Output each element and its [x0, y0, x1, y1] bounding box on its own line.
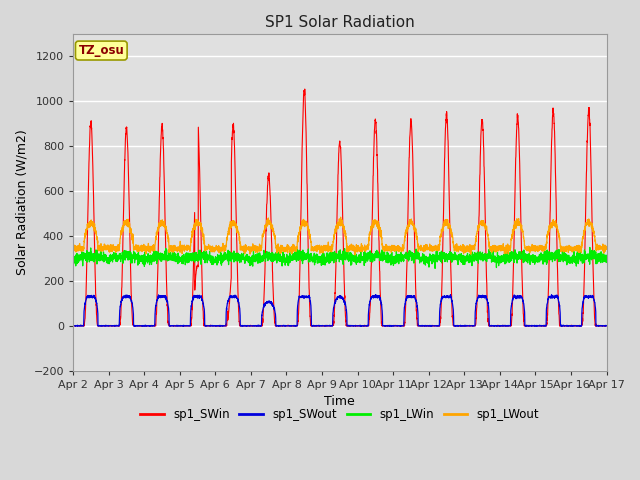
sp1_LWout: [603, 247, 611, 252]
X-axis label: Time: Time: [324, 396, 355, 408]
sp1_SWin: [603, 323, 611, 329]
Y-axis label: Solar Radiation (W/m2): Solar Radiation (W/m2): [15, 130, 28, 275]
sp1_SWin: [218, 323, 226, 329]
sp1_SWin: [392, 323, 400, 329]
Title: SP1 Solar Radiation: SP1 Solar Radiation: [265, 15, 415, 30]
sp1_LWout: [351, 252, 359, 258]
sp1_SWout: [602, 323, 610, 329]
Line: sp1_LWout: sp1_LWout: [73, 217, 607, 255]
sp1_SWin: [184, 323, 191, 329]
sp1_LWin: [431, 265, 439, 271]
sp1_SWin: [603, 323, 611, 328]
sp1_SWin: [69, 323, 77, 329]
sp1_SWout: [552, 293, 560, 299]
sp1_SWout: [372, 292, 380, 298]
sp1_LWin: [603, 256, 611, 262]
sp1_SWout: [218, 323, 226, 329]
sp1_LWin: [392, 255, 399, 261]
sp1_LWin: [401, 251, 409, 257]
Line: sp1_LWin: sp1_LWin: [73, 247, 607, 268]
sp1_SWout: [392, 323, 399, 329]
Text: TZ_osu: TZ_osu: [79, 44, 124, 57]
sp1_LWout: [218, 244, 226, 250]
sp1_LWin: [184, 255, 191, 261]
sp1_LWin: [586, 244, 594, 250]
sp1_SWout: [69, 323, 77, 329]
sp1_SWin: [69, 323, 77, 329]
sp1_LWout: [401, 232, 409, 238]
sp1_SWin: [401, 311, 409, 317]
Line: sp1_SWout: sp1_SWout: [73, 295, 607, 326]
sp1_SWout: [603, 323, 611, 329]
sp1_LWin: [218, 260, 226, 265]
sp1_LWout: [69, 243, 77, 249]
Line: sp1_SWin: sp1_SWin: [73, 89, 607, 326]
Legend: sp1_SWin, sp1_SWout, sp1_LWin, sp1_LWout: sp1_SWin, sp1_SWout, sp1_LWin, sp1_LWout: [136, 403, 544, 425]
sp1_SWin: [301, 86, 308, 92]
sp1_SWout: [401, 301, 409, 307]
sp1_LWin: [603, 256, 611, 262]
sp1_SWout: [184, 323, 191, 329]
sp1_LWin: [552, 248, 560, 253]
sp1_LWout: [337, 215, 344, 220]
sp1_LWout: [392, 244, 400, 250]
sp1_LWout: [603, 245, 611, 251]
sp1_LWin: [69, 255, 77, 261]
sp1_LWout: [184, 243, 191, 249]
sp1_LWout: [552, 221, 560, 227]
sp1_SWin: [552, 199, 560, 204]
